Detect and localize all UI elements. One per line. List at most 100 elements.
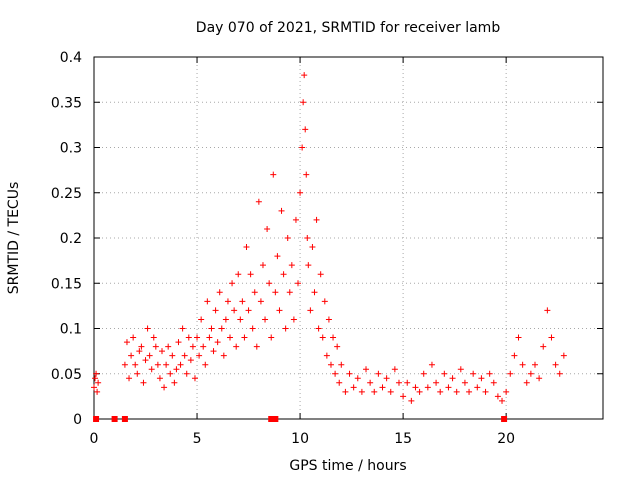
data-point (231, 307, 238, 314)
data-point (167, 370, 174, 377)
data-point (536, 375, 543, 382)
data-point (154, 361, 161, 368)
data-point (198, 316, 205, 323)
data-point (420, 370, 427, 377)
data-point (95, 379, 102, 386)
data-point (354, 375, 361, 382)
data-point (150, 334, 157, 341)
zero-point-marker (501, 416, 508, 422)
chart-title: Day 070 of 2021, SRMTID for receiver lam… (196, 20, 501, 36)
data-point (243, 244, 250, 251)
data-point (437, 388, 444, 395)
data-point (214, 339, 221, 346)
data-point (161, 384, 168, 391)
data-point (478, 375, 485, 382)
data-point (218, 325, 225, 332)
ticks: 0 5 10 15 20 0 0.05 0.1 0.15 0.2 0.25 0.3 0.35 0.4 (51, 50, 603, 447)
data-point (295, 280, 302, 287)
data-point (220, 352, 227, 359)
data-point (196, 352, 203, 359)
data-point (494, 393, 501, 400)
data-point (229, 280, 236, 287)
data-point (249, 325, 256, 332)
data-point (253, 343, 260, 350)
data-point (144, 325, 151, 332)
data-point (560, 352, 567, 359)
data-point (531, 361, 538, 368)
data-point (138, 343, 145, 350)
data-point (367, 379, 374, 386)
y-tick-label: 0.25 (51, 186, 82, 202)
data-point (548, 334, 555, 341)
data-point (302, 126, 309, 133)
data-point (327, 361, 334, 368)
data-point (239, 298, 246, 305)
data-point (227, 334, 234, 341)
data-point (321, 298, 328, 305)
data-point (323, 352, 330, 359)
data-point (270, 171, 277, 178)
data-point (268, 334, 275, 341)
data-point (325, 316, 332, 323)
data-point (511, 352, 518, 359)
data-point (482, 388, 489, 395)
data-point (208, 325, 215, 332)
data-point (441, 370, 448, 377)
data-point (311, 289, 318, 296)
data-point (272, 289, 279, 296)
zero-point-marker (121, 416, 128, 422)
data-points (91, 72, 567, 422)
data-point (556, 370, 563, 377)
data-point (544, 307, 551, 314)
zero-point-marker (111, 416, 118, 422)
data-point (200, 343, 207, 350)
data-point (540, 343, 547, 350)
data-point (255, 198, 262, 205)
data-point (527, 370, 534, 377)
data-point (245, 307, 252, 314)
data-point (470, 370, 477, 377)
data-point (391, 366, 398, 373)
x-tick-label: 0 (90, 431, 99, 447)
data-point (173, 366, 180, 373)
data-point (299, 144, 306, 151)
y-tick-label: 0.1 (60, 322, 82, 338)
data-point (257, 298, 264, 305)
data-point (206, 334, 213, 341)
data-point (379, 384, 386, 391)
data-point (126, 375, 133, 382)
data-point (519, 361, 526, 368)
data-point (280, 271, 287, 278)
data-point (202, 361, 209, 368)
data-point (278, 207, 285, 214)
x-tick-label: 15 (394, 431, 412, 447)
data-point (187, 357, 194, 364)
data-point (175, 339, 182, 346)
data-point (136, 348, 143, 355)
x-axis-label: GPS time / hours (289, 458, 406, 474)
data-point (371, 388, 378, 395)
data-point (395, 379, 402, 386)
data-point (165, 343, 172, 350)
data-point (304, 235, 311, 241)
data-point (300, 99, 307, 106)
data-point (179, 325, 186, 332)
data-point (303, 171, 310, 178)
data-point (330, 334, 337, 341)
data-point (297, 189, 304, 196)
data-point (474, 384, 481, 391)
data-point (503, 388, 510, 395)
data-point (292, 216, 299, 223)
data-point (346, 370, 353, 377)
y-tick-label: 0.35 (51, 95, 82, 111)
y-tick-label: 0 (73, 412, 82, 428)
data-point (342, 388, 349, 395)
data-point (156, 375, 163, 382)
data-point (123, 339, 130, 346)
data-point (400, 393, 407, 400)
data-point (461, 379, 468, 386)
data-point (241, 334, 248, 341)
data-point (181, 352, 188, 359)
data-point (375, 370, 382, 377)
